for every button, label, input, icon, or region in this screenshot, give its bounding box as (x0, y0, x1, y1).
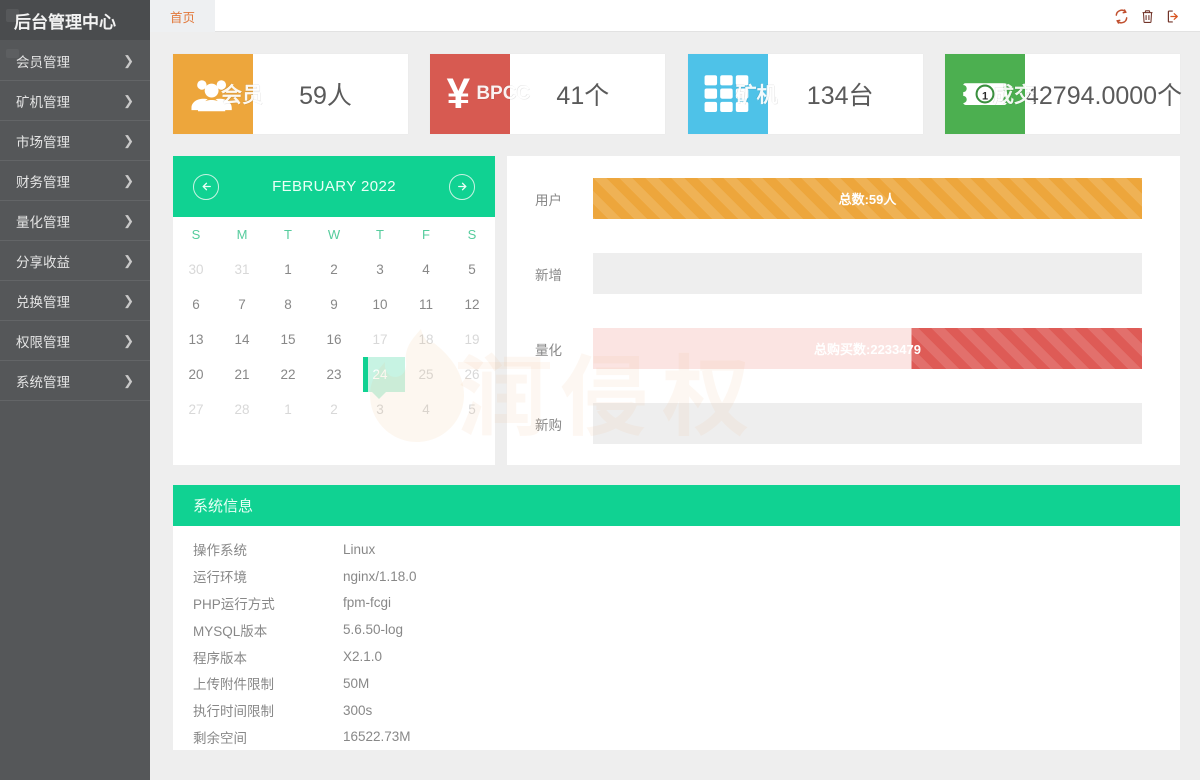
svg-text:1: 1 (982, 90, 988, 102)
svg-text:¥: ¥ (447, 70, 471, 117)
